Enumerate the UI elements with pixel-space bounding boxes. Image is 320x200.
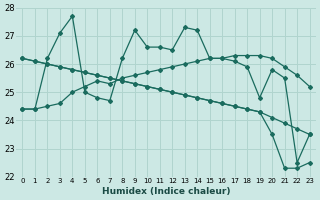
X-axis label: Humidex (Indice chaleur): Humidex (Indice chaleur): [102, 187, 230, 196]
